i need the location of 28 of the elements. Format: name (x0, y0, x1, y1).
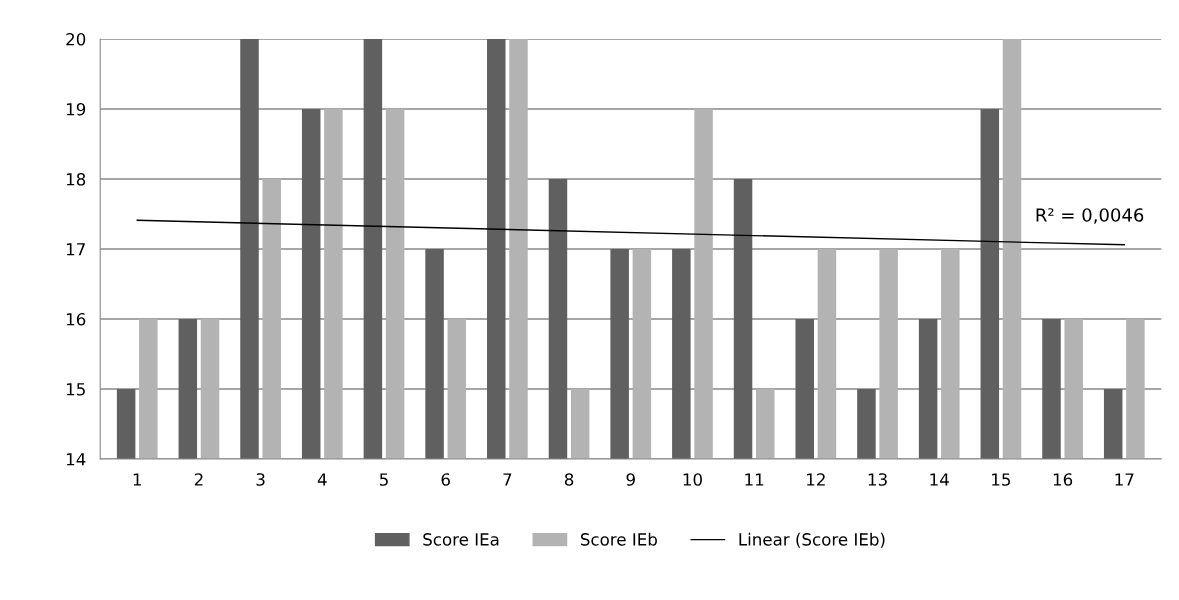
y-tick-label: 20 (66, 32, 86, 46)
legend-label: Score IEb (580, 532, 657, 546)
x-tick-label: 1 (133, 473, 141, 486)
x-tick-label: 14 (930, 473, 949, 486)
x-tick-label: 2 (194, 473, 203, 486)
x-tick-label: 3 (256, 473, 265, 486)
x-tick-label: 12 (807, 473, 825, 486)
legend-label: Score IEa (423, 533, 499, 546)
x-tick-label: 11 (745, 473, 764, 486)
annotation: R² = 0,0046 (1036, 208, 1144, 224)
y-tick-label: 17 (66, 243, 85, 256)
x-tick-label: 7 (503, 473, 512, 486)
x-tick-label: 16 (1053, 473, 1073, 486)
x-tick-label: 17 (1115, 473, 1134, 486)
y-tick-label: 16 (66, 312, 86, 326)
x-tick-label: 9 (626, 473, 635, 486)
x-tick-label: 4 (317, 473, 327, 486)
x-tick-label: 15 (992, 473, 1011, 486)
y-tick-label: 15 (66, 383, 85, 396)
legend-label: Linear (Score IEb) (739, 532, 885, 548)
x-tick-label: 10 (683, 473, 702, 486)
x-tick-label: 6 (441, 473, 450, 486)
x-tick-label: 13 (868, 473, 887, 486)
x-tick-label: 5 (379, 473, 388, 486)
y-tick-label: 18 (66, 172, 86, 186)
x-tick-label: 8 (564, 473, 574, 486)
y-tick-label: 19 (66, 102, 86, 116)
y-tick-label: 14 (66, 453, 86, 466)
